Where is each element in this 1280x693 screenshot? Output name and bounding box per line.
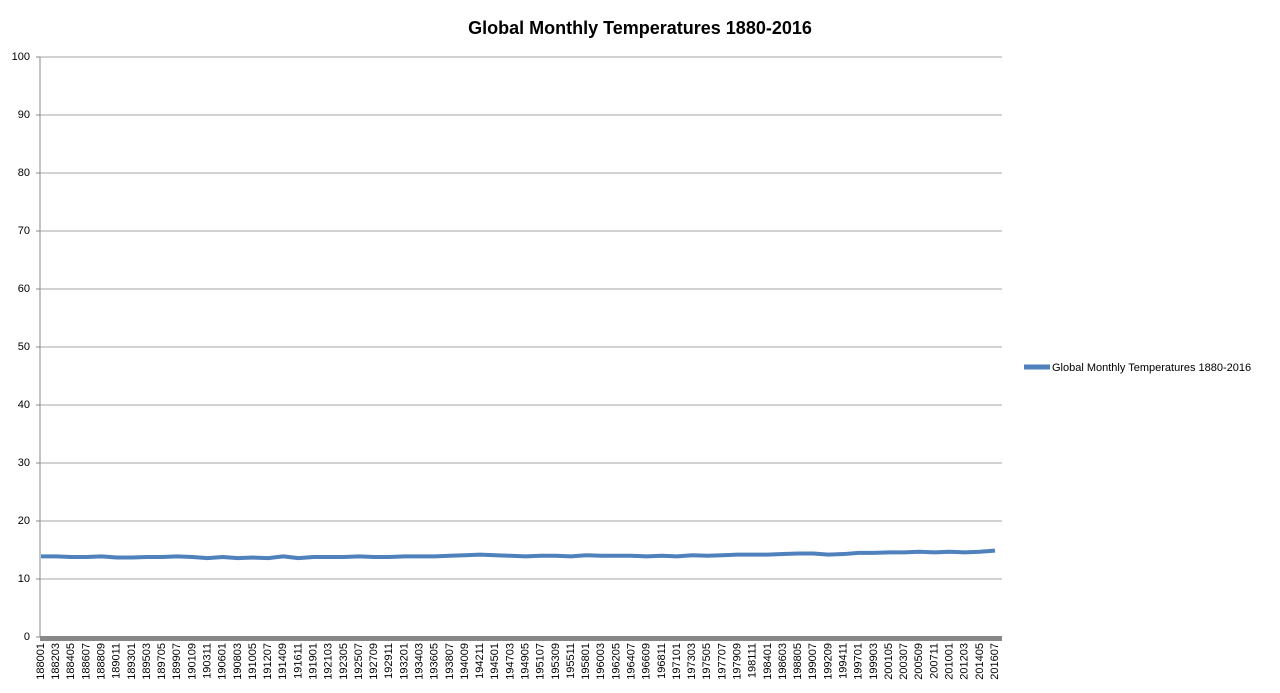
x-tick-label: 197505 <box>701 643 713 680</box>
x-tick-label: 192103 <box>323 643 335 680</box>
x-tick-label: 188809 <box>95 643 107 680</box>
x-tick-label: 201607 <box>989 643 1001 680</box>
x-tick-label: 196003 <box>595 643 607 680</box>
y-tick-label: 100 <box>12 51 30 63</box>
x-tick-label: 188203 <box>50 643 62 680</box>
x-tick-label: 197101 <box>671 643 683 680</box>
x-tick-label: 201405 <box>974 643 986 680</box>
x-tick-label: 191207 <box>262 643 274 680</box>
x-tick-label: 194211 <box>474 643 486 679</box>
x-tick-label: 200509 <box>913 643 925 680</box>
legend-label: Global Monthly Temperatures 1880-2016 <box>1052 362 1251 374</box>
y-tick-label: 40 <box>18 399 30 411</box>
x-tick-label: 194009 <box>459 643 471 680</box>
x-tick-label: 191409 <box>277 643 289 680</box>
x-tick-label: 200711 <box>928 643 940 679</box>
x-tick-label: 199411 <box>837 643 849 679</box>
x-tick-label: 189705 <box>156 643 168 680</box>
x-tick-label: 197707 <box>716 643 728 680</box>
x-tick-label: 192911 <box>383 643 395 679</box>
x-tick-label: 198805 <box>792 643 804 680</box>
y-tick-label: 80 <box>18 167 30 179</box>
x-tick-label: 198603 <box>777 643 789 680</box>
x-tick-label: 189503 <box>141 643 153 680</box>
x-tick-label: 190109 <box>186 643 198 680</box>
x-tick-label: 193201 <box>398 643 410 680</box>
x-tick-label: 191005 <box>247 643 259 680</box>
x-tick-label: 200105 <box>883 643 895 680</box>
x-tick-label: 197909 <box>731 643 743 680</box>
x-tick-label: 189011 <box>111 643 123 679</box>
x-tick-label: 189907 <box>171 643 183 680</box>
x-tick-label: 196205 <box>610 643 622 680</box>
x-tick-label: 195107 <box>535 643 547 680</box>
x-tick-label: 193605 <box>429 643 441 680</box>
x-tick-label: 195309 <box>550 643 562 680</box>
x-tick-label: 191611 <box>292 643 304 679</box>
x-tick-label: 190803 <box>232 643 244 680</box>
y-tick-label: 90 <box>18 109 30 121</box>
x-tick-label: 200307 <box>898 643 910 680</box>
x-tick-label: 188607 <box>80 643 92 680</box>
x-tick-label: 195511 <box>565 643 577 679</box>
y-tick-label: 0 <box>24 631 30 643</box>
x-tick-label: 190311 <box>201 643 213 679</box>
x-tick-label: 195801 <box>580 643 592 680</box>
y-tick-label: 20 <box>18 515 30 527</box>
y-tick-label: 50 <box>18 341 30 353</box>
chart-title: Global Monthly Temperatures 1880-2016 <box>468 18 812 38</box>
x-tick-label: 199701 <box>853 643 865 680</box>
data-line <box>41 548 996 561</box>
y-tick-label: 30 <box>18 457 30 469</box>
x-tick-label: 190601 <box>217 643 229 680</box>
x-tick-label: 192709 <box>368 643 380 680</box>
x-tick-label: 199903 <box>868 643 880 680</box>
y-tick-label: 60 <box>18 283 30 295</box>
x-tick-label: 194501 <box>489 643 501 680</box>
x-tick-label: 199209 <box>822 643 834 680</box>
x-tick-label: 197303 <box>686 643 698 680</box>
x-tick-label: 189301 <box>126 643 138 680</box>
x-tick-label: 199007 <box>807 643 819 680</box>
x-tick-label: 191901 <box>307 643 319 680</box>
x-tick-label: 198111 <box>747 643 759 678</box>
x-tick-label: 192507 <box>353 643 365 680</box>
x-tick-label: 193807 <box>444 643 456 680</box>
x-axis <box>40 636 1002 641</box>
y-tick-label: 10 <box>18 573 30 585</box>
x-tick-label: 188405 <box>65 643 77 680</box>
x-tick-label: 196407 <box>625 643 637 680</box>
x-tick-label: 201203 <box>959 643 971 680</box>
x-tick-label: 196609 <box>641 643 653 680</box>
x-tick-label: 196811 <box>656 643 668 679</box>
x-tick-label: 188001 <box>35 643 47 680</box>
x-tick-label: 192305 <box>338 643 350 680</box>
y-tick-label: 70 <box>18 225 30 237</box>
x-tick-label: 194905 <box>519 643 531 680</box>
x-tick-label: 193403 <box>413 643 425 680</box>
x-tick-label: 198401 <box>762 643 774 680</box>
x-tick-label: 194703 <box>504 643 516 680</box>
x-tick-label: 201001 <box>943 643 955 680</box>
